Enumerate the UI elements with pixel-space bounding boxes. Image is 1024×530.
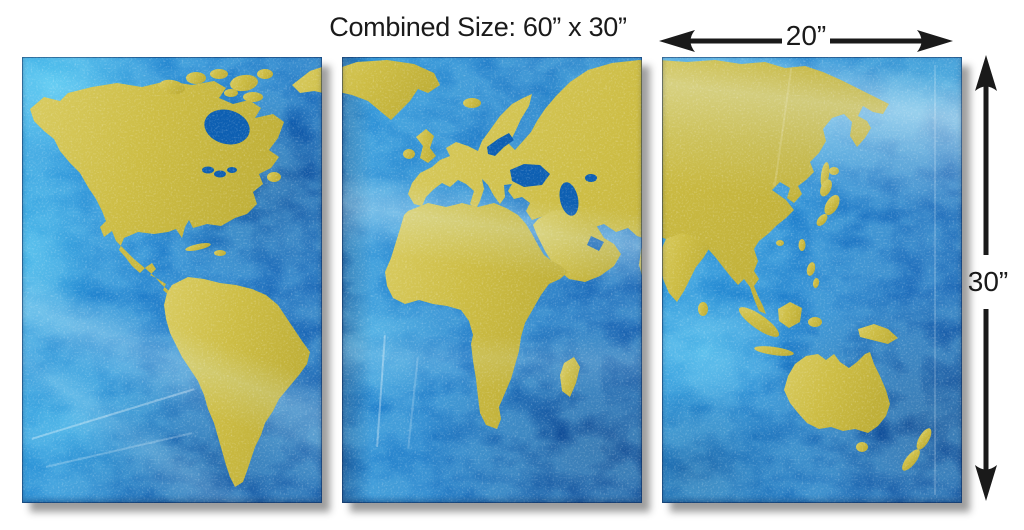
canvas-panel-asia-australia [662, 57, 962, 503]
panel-width-label: 20” [785, 20, 827, 51]
canvas-panel-europe-africa [342, 57, 642, 503]
world-map-right-segment [662, 57, 962, 503]
world-map-center-segment [342, 57, 642, 503]
world-map-left-segment [22, 57, 322, 503]
width-dimension-annotation: 20” [657, 20, 955, 57]
overall-height-label: 30” [967, 266, 1009, 297]
height-arrow-icon [975, 55, 997, 501]
height-dimension-annotation [966, 53, 1010, 503]
combined-size-title: Combined Size: 60” x 30” [329, 12, 627, 42]
canvas-panel-americas [22, 57, 322, 503]
width-arrow-icon [659, 30, 953, 52]
